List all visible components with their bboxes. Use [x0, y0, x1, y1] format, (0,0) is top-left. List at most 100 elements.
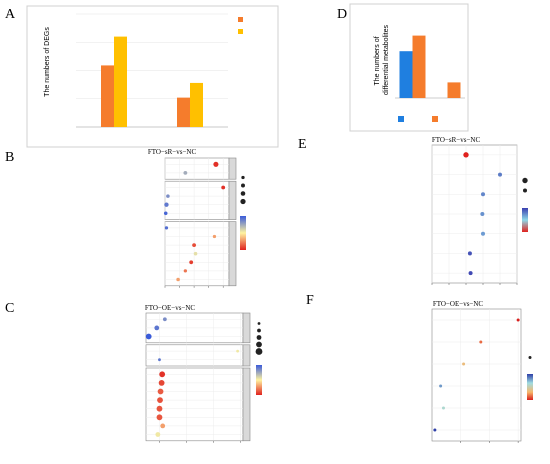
- legend-swatch-down: [432, 116, 438, 122]
- panel-letter-b: B: [5, 150, 14, 165]
- panel-b-facet-strip: [228, 157, 237, 180]
- panel-e-point-nf-kappa-b-signaling-pathway: [498, 172, 502, 177]
- bar-down-fto-oe-vs-nc: [190, 82, 203, 127]
- panel-a-frame: [26, 5, 279, 148]
- panel-f-point-alpha-linolenic-acid-metabolism: [439, 384, 443, 388]
- panel-c-title: FTO−OE−vs−NC: [145, 304, 196, 312]
- panel-e-color-legend-bar: [522, 208, 528, 232]
- panel-e-point-mapk-signaling-pathway: [467, 251, 472, 256]
- panel-a-ylabel: The numbers of DEGs: [44, 27, 51, 97]
- panel-f-title: FTO−OE−vs−NC: [433, 300, 484, 308]
- panel-c-point-osteoclast-differentiation: [156, 405, 163, 412]
- panel-f-point-glycerophospholipid-metabolism: [441, 406, 445, 410]
- panel-b-dot-plot: FTO−sR−vs−NC: [148, 148, 246, 288]
- panel-c-point-arginine-and-proline-metabolism: [158, 358, 161, 362]
- panel-e-point-fat-digestion-and-absorption: [463, 152, 469, 158]
- panel-b-size-legend-dot: [240, 191, 246, 196]
- panel-b-point-carbohydrate-digestion-and-absorption: [164, 226, 169, 230]
- legend-swatch-up: [238, 17, 243, 22]
- panel-f-plot-frame: [431, 308, 522, 442]
- bar-down-fto-sr-vs-nc: [412, 35, 426, 98]
- bar-up-fto-sr-vs-nc: [399, 51, 413, 98]
- panel-b-point-relaxin-signaling-pathway: [192, 243, 197, 248]
- panel-c-point-relaxin-signaling-pathway: [155, 432, 161, 437]
- panel-c-point-t-cell-receptor-signaling-pathway: [160, 423, 166, 429]
- panel-b-point-focal-adhesion: [213, 161, 219, 167]
- panel-e-point-b-cell-receptor-signaling-pathway: [481, 231, 485, 236]
- bar-up-fto-sr-vs-nc: [101, 65, 114, 127]
- panel-c-point-il-17-signaling-pathway: [158, 380, 165, 386]
- panel-f-dot-plot: FTO−OE−vs−NC: [431, 300, 533, 443]
- panel-b-point-camp-signaling-pathway: [166, 194, 170, 198]
- panel-b-size-legend-dot: [240, 198, 246, 205]
- panel-b-point-axon-guidance: [176, 277, 180, 282]
- panel-b-title: FTO−sR−vs−NC: [148, 148, 197, 156]
- panel-f-point-choline-metabolism-in-cancer: [516, 318, 520, 322]
- bar-up-fto-oe-vs-nc: [177, 97, 190, 127]
- panel-f-color-legend-bar: [527, 374, 533, 400]
- panel-b-facet-strip: [228, 180, 237, 220]
- panel-c-facet-strip: [242, 367, 251, 442]
- panel-c-point-calcium-signaling-pathway: [154, 325, 160, 331]
- panel-b-point-b-cell-receptor-signaling-pathway: [212, 234, 217, 239]
- panel-b-facet-strip: [228, 221, 237, 287]
- panel-b-point-pi3k-akt-signaling-pathway: [164, 202, 169, 207]
- panel-b-size-legend-dot: [241, 183, 245, 188]
- panel-e-title: FTO−sR−vs−NC: [432, 136, 481, 144]
- panel-e-size-legend-dot: [522, 177, 528, 184]
- panel-c-facet-strip: [242, 312, 251, 344]
- panel-c-point-platelet-activation: [157, 397, 163, 403]
- panel-d-ylabel-line2: differential metabolites: [383, 25, 390, 95]
- panel-c-dot-plot: FTO−OE−vs−NC: [145, 304, 263, 443]
- panel-c-color-legend-bar: [256, 365, 262, 395]
- panel-letter-a: A: [5, 7, 16, 22]
- bar-down-fto-oe-vs-nc: [447, 82, 461, 98]
- bar-down-fto-sr-vs-nc: [114, 36, 127, 127]
- panel-b-point-chemokine-signaling-pathway: [189, 260, 194, 265]
- panel-c-size-legend-dot: [257, 328, 261, 333]
- panel-b-point-neuroactive-ligand-receptor-interaction: [163, 211, 168, 216]
- panel-c-facet-frame: [145, 367, 244, 442]
- legend-swatch-up: [398, 116, 404, 122]
- panel-f-point-linoleic-acid-metabolism: [462, 362, 466, 366]
- panel-d-frame: [349, 3, 469, 132]
- panel-e-point-egfr-tyrosine-kinase-inhibitor-resistance: [481, 192, 485, 197]
- panel-b-facet-frame: [164, 157, 230, 180]
- panel-e-point-rap1-signaling-pathway: [468, 271, 473, 276]
- panel-b-point-protein-digestion-and-absorption: [193, 251, 198, 256]
- panel-c-facet-strip: [242, 344, 251, 367]
- panel-b-point-ecm-receptor-interaction: [221, 185, 226, 190]
- panel-c-point-oxytocin-signaling-pathway: [157, 388, 164, 395]
- panel-e-size-legend-dot: [523, 188, 527, 193]
- panel-c-point-vegf-signaling-pathway: [162, 317, 167, 322]
- panel-b-facet-frame: [164, 180, 230, 220]
- panel-c-size-legend-dot: [256, 341, 262, 348]
- panel-f-size-legend-dot: [528, 356, 532, 359]
- panel-e-point-t-cell-receptor-signaling-pathway: [480, 212, 485, 216]
- panel-c-size-legend-dot: [257, 322, 261, 325]
- panel-c-facet-frame: [145, 344, 244, 367]
- panel-letter-e: E: [298, 137, 307, 152]
- panel-e-dot-plot: FTO−sR−vs−NC: [431, 136, 528, 285]
- panel-c-size-legend-dot: [256, 335, 262, 340]
- panel-letter-c: C: [5, 301, 14, 316]
- panel-a-bar-chart: The numbers of DEGs: [26, 5, 279, 148]
- panel-b-point-regulation-of-actin-cytoskeleton: [183, 170, 188, 175]
- panel-c-point-camp-signaling-pathway: [145, 333, 152, 340]
- panel-b-color-legend-bar: [240, 216, 246, 250]
- panel-b-size-legend-dot: [241, 175, 245, 180]
- panel-c-point-inflammatory-mediator-regulation: [156, 414, 163, 421]
- panel-f-point-arachidonic-acid-metabolism: [433, 428, 437, 432]
- panel-letter-f: F: [306, 293, 314, 308]
- panel-c-size-legend-dot: [255, 348, 263, 355]
- legend-swatch-down: [238, 29, 243, 34]
- panel-c-point-riboflavin-metabolism: [236, 349, 240, 353]
- panel-d-ylabel-line1: The numbers of: [374, 36, 381, 85]
- panel-f-point-retrograde-endocannabinoid-signaling: [479, 340, 483, 344]
- panel-b-point-estrogen-signaling-pathway: [183, 269, 188, 273]
- panel-c-point-vascular-smooth-muscle-contraction: [159, 371, 166, 378]
- panel-d-ylabel: The numbers of differential metabolites: [374, 25, 390, 95]
- panel-letter-d: D: [337, 7, 347, 22]
- panel-d-bar-chart: The numbers of differential metabolites: [349, 3, 469, 132]
